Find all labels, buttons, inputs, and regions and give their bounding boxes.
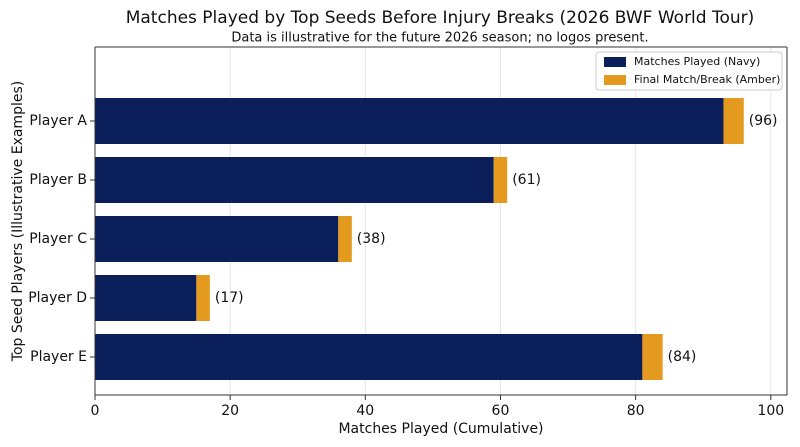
bar-segment <box>95 334 643 380</box>
x-tick-label: 80 <box>627 403 645 419</box>
bar-segment <box>493 157 508 203</box>
bar-segment <box>95 275 197 321</box>
y-tick-label: Player A <box>29 113 87 129</box>
x-tick-label: 100 <box>757 403 784 419</box>
y-tick-label: Player D <box>28 290 87 306</box>
y-axis-label: Top Seed Players (Illustrative Examples) <box>10 81 26 362</box>
legend-box <box>595 51 783 91</box>
bar-segment <box>95 98 724 144</box>
x-tick-label: 40 <box>356 403 374 419</box>
x-tick-label: 60 <box>492 403 510 419</box>
chart-title: Matches Played by Top Seeds Before Injur… <box>126 8 755 28</box>
y-tick-label: Player B <box>29 172 87 188</box>
total-label: (84) <box>668 349 697 365</box>
legend-swatch <box>604 75 626 85</box>
x-axis-label: Matches Played (Cumulative) <box>338 421 543 437</box>
y-tick-label: Player C <box>29 231 87 247</box>
total-label: (96) <box>749 113 778 129</box>
legend-label: Final Match/Break (Amber) <box>634 73 780 86</box>
total-label: (61) <box>512 172 541 188</box>
total-label: (38) <box>357 231 386 247</box>
y-tick-label: Player E <box>30 349 87 365</box>
legend-label: Matches Played (Navy) <box>634 55 760 68</box>
bar-segment <box>95 157 494 203</box>
bar-segment <box>95 216 339 262</box>
x-tick-label: 20 <box>221 403 239 419</box>
chart-subtitle: Data is illustrative for the future 2026… <box>231 31 648 46</box>
bar-segment <box>642 334 663 380</box>
legend-swatch <box>604 57 626 67</box>
total-label: (17) <box>215 290 244 306</box>
bar-segment <box>338 216 352 262</box>
bar-segment <box>196 275 210 321</box>
x-tick-label: 0 <box>91 403 100 419</box>
bar-segment <box>723 98 744 144</box>
